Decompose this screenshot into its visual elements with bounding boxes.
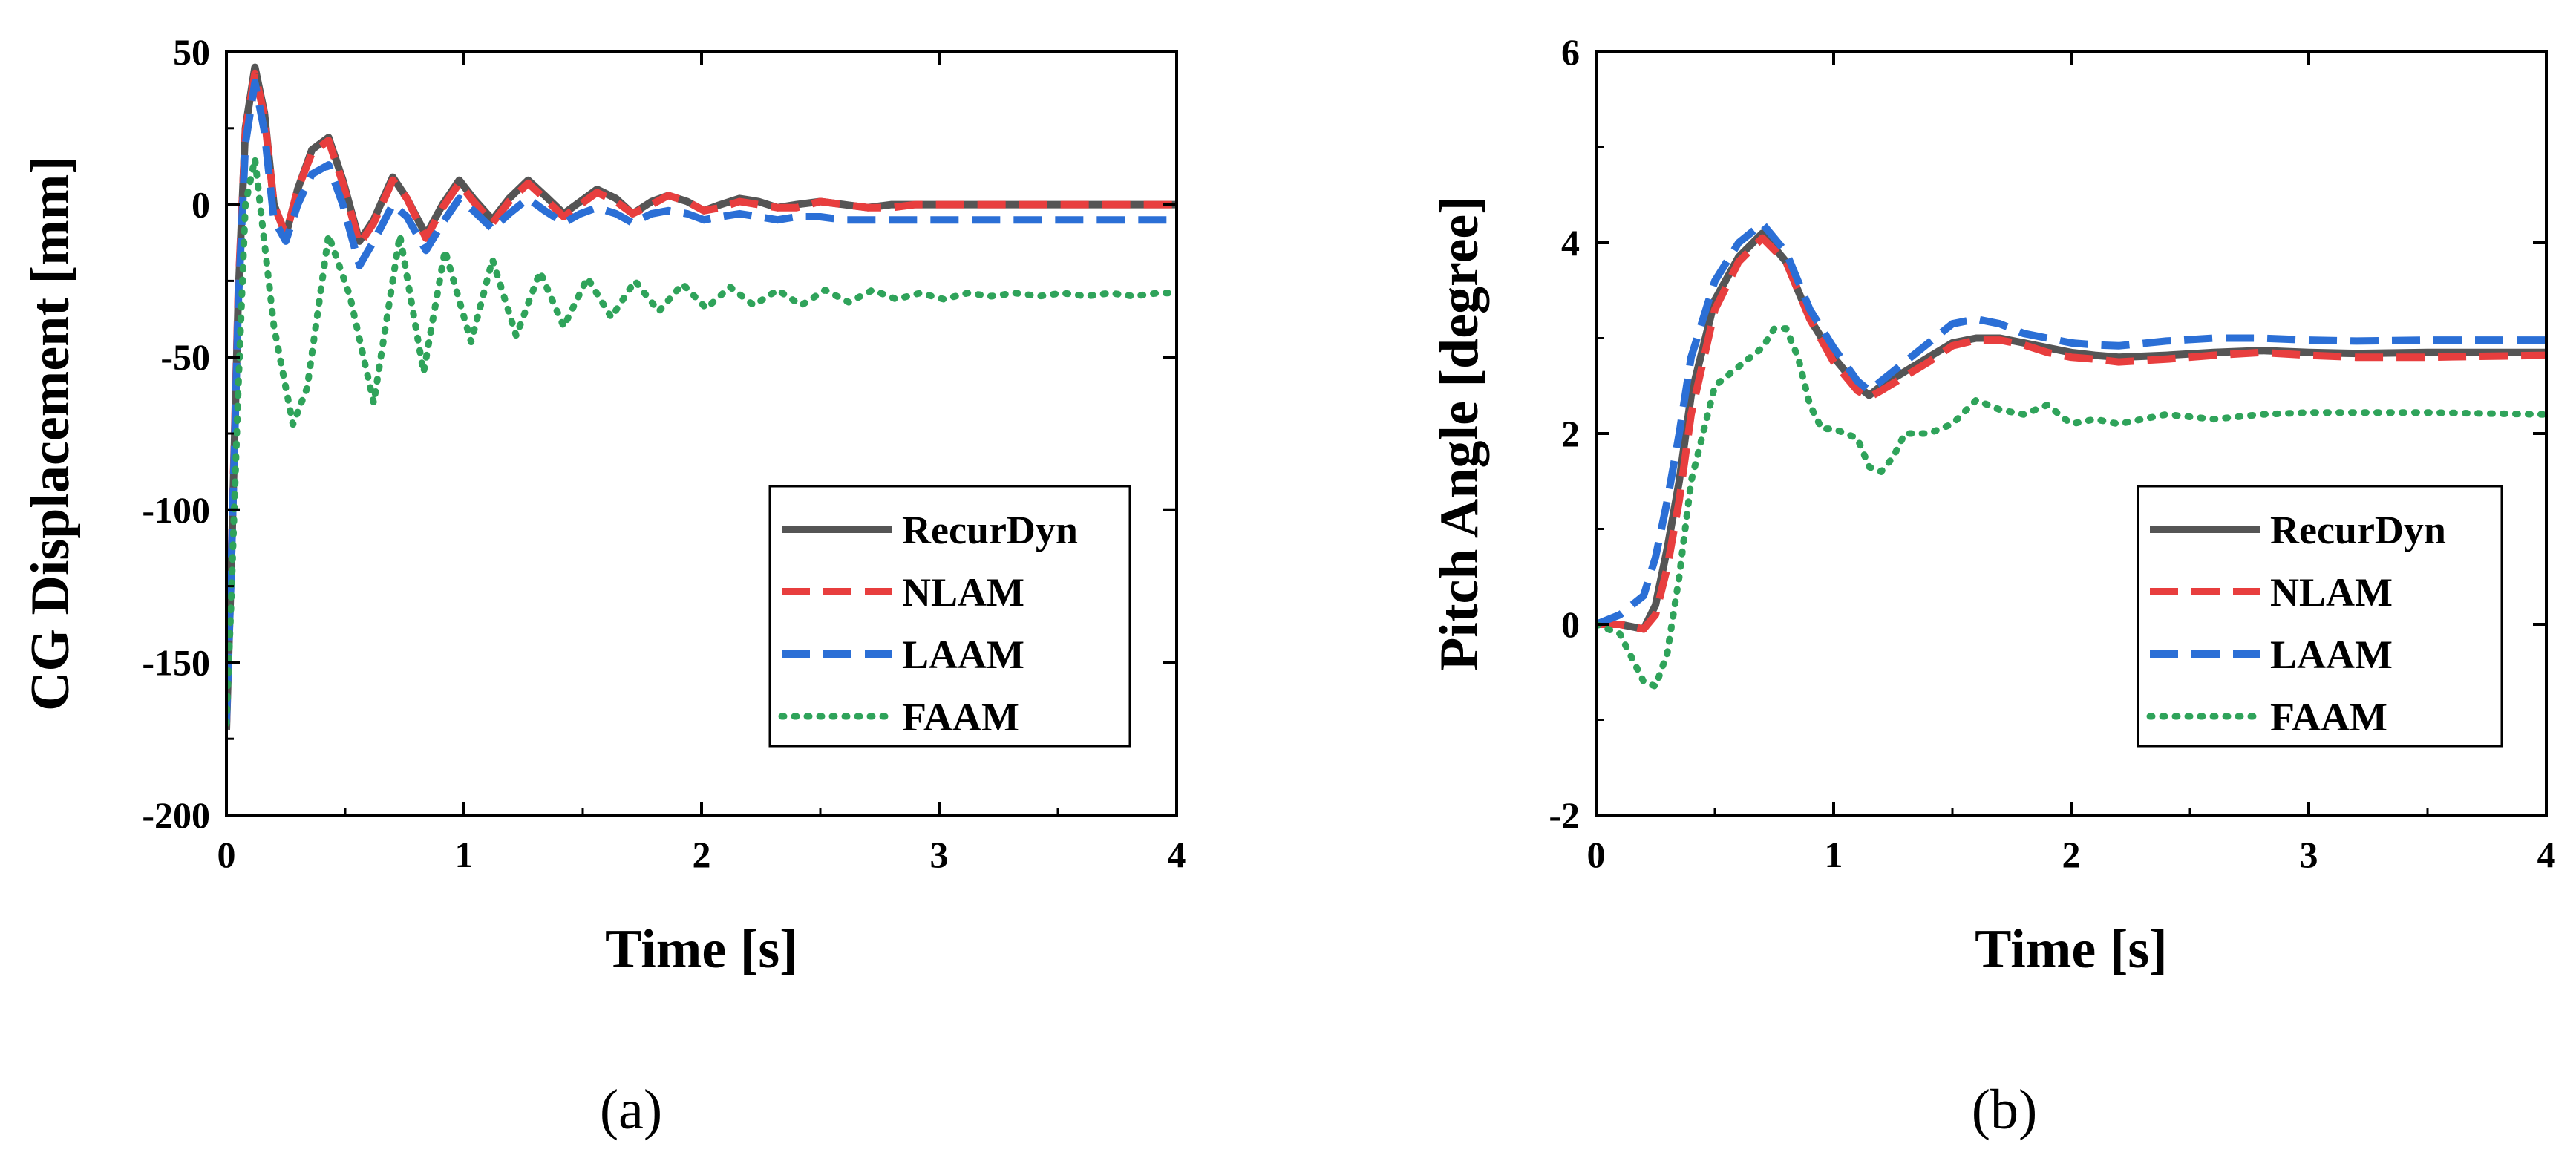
x-tick-label: 0: [218, 834, 236, 875]
x-tick-label: 3: [930, 834, 949, 875]
y-axis-title: Pitch Angle [degree]: [1429, 196, 1490, 671]
x-tick-label: 2: [693, 834, 711, 875]
series-line-laam: [226, 79, 1177, 724]
x-tick-label: 1: [1825, 834, 1843, 875]
y-tick-label: -2: [1549, 794, 1580, 836]
legend-label-faam: FAAM: [2270, 695, 2387, 739]
x-tick-label: 2: [2062, 834, 2081, 875]
legend-label-recurdyn: RecurDyn: [2270, 508, 2446, 552]
x-tick-label: 3: [2300, 834, 2318, 875]
plot-area: [226, 63, 1177, 730]
x-axis-title: Time [s]: [1975, 919, 2168, 980]
legend: RecurDyn NLAM LAAM FAAM: [2137, 485, 2503, 748]
y-tick-label: 6: [1561, 31, 1580, 73]
x-tick-label: 0: [1587, 834, 1606, 875]
legend-label-nlam: NLAM: [2270, 570, 2393, 615]
x-tick-label: 1: [455, 834, 474, 875]
legend: RecurDyn NLAM LAAM FAAM: [768, 485, 1131, 748]
series-line-faam: [226, 155, 1177, 728]
y-tick-label: 0: [1561, 604, 1580, 645]
y-tick-label: 4: [1561, 222, 1580, 264]
y-tick-label: -50: [160, 336, 210, 378]
series-line-nlam: [1596, 234, 2546, 633]
legend-box: [768, 485, 1131, 748]
y-tick-label: -150: [142, 641, 210, 683]
panel-caption: (b): [1972, 1079, 2038, 1141]
plot-area: [1596, 220, 2546, 690]
y-axis-title: CG Displacement [mm]: [20, 156, 81, 711]
x-axis-title: Time [s]: [605, 919, 798, 980]
legend-label-laam: LAAM: [2270, 632, 2393, 677]
legend-label-recurdyn: RecurDyn: [902, 508, 1078, 552]
x-tick-label: 4: [2537, 834, 2556, 875]
chart-panel-a: 0 1 2 3 4 50 0 -50 -100 -150 -200 Time [s] CG Displa…: [20, 31, 1186, 1141]
series-line-nlam: [226, 69, 1177, 724]
panel-caption: (a): [600, 1079, 662, 1141]
y-tick-label: 0: [192, 184, 210, 226]
y-tick-label: 50: [173, 31, 210, 73]
legend-label-laam: LAAM: [902, 632, 1024, 677]
y-tick-label: -200: [142, 794, 210, 836]
series-line-laam: [1596, 220, 2546, 628]
y-tick-label: -100: [142, 489, 210, 531]
legend-label-nlam: NLAM: [902, 570, 1024, 615]
legend-label-faam: FAAM: [902, 695, 1019, 739]
series-line-faam: [1596, 325, 2546, 690]
y-tick-label: 2: [1561, 413, 1580, 454]
x-tick-label: 4: [1168, 834, 1186, 875]
